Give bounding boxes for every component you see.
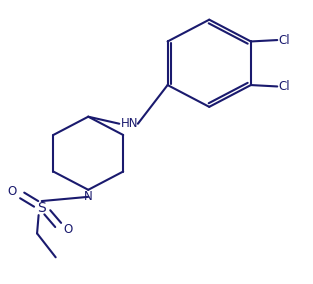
Text: N: N <box>84 190 93 203</box>
Text: HN: HN <box>121 117 138 130</box>
Text: Cl: Cl <box>279 34 290 47</box>
Text: Cl: Cl <box>279 80 290 93</box>
Text: O: O <box>64 223 73 236</box>
Text: O: O <box>8 185 17 198</box>
Text: S: S <box>37 201 46 215</box>
